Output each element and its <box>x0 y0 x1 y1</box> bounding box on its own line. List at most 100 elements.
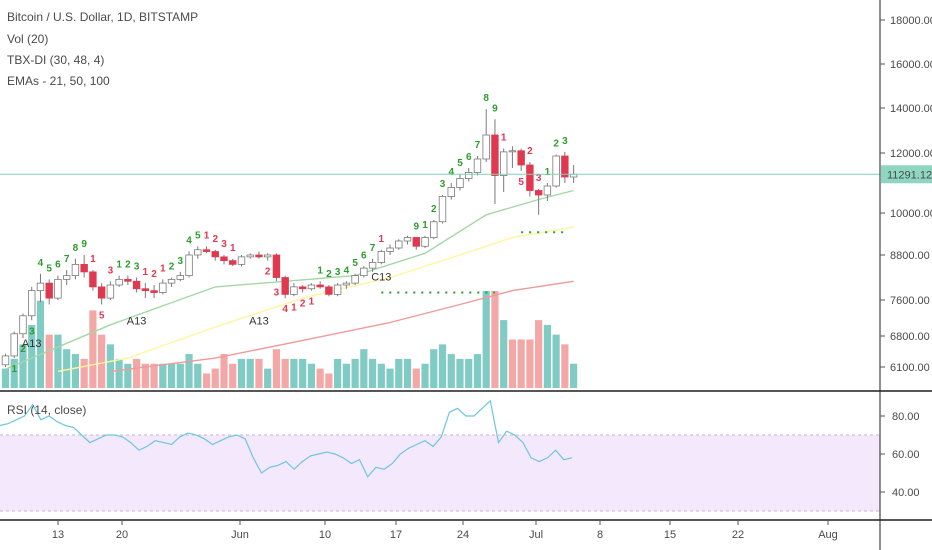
td-count-label: 8 <box>73 243 79 254</box>
candle-up[interactable] <box>159 282 167 293</box>
candle-down[interactable] <box>517 150 525 166</box>
td-count-label: 3 <box>440 179 446 190</box>
candle-up[interactable] <box>333 284 342 295</box>
volume-bar <box>272 349 281 388</box>
td-count-label: 6 <box>361 250 367 261</box>
candle-down[interactable] <box>97 286 106 299</box>
candle-up[interactable] <box>167 278 176 284</box>
candle-up[interactable] <box>351 275 359 284</box>
candle-up[interactable] <box>543 185 552 196</box>
candle-up[interactable] <box>482 134 490 160</box>
candle-up[interactable] <box>106 284 115 299</box>
candle-up[interactable] <box>115 278 123 286</box>
candle-up[interactable] <box>307 284 316 290</box>
volume-bar <box>54 334 62 388</box>
candle-up[interactable] <box>430 221 438 238</box>
candle-up[interactable] <box>508 150 517 153</box>
td-count-label: 1 <box>230 243 236 254</box>
candle-up[interactable] <box>421 237 429 247</box>
time-tick-label: Jun <box>231 529 249 541</box>
legend-tbx-di: TBX-DI (30, 48, 4) <box>7 53 104 67</box>
candle-up[interactable] <box>360 267 368 277</box>
candle-down[interactable] <box>220 256 228 262</box>
td-count-label: 4 <box>282 304 288 315</box>
candle-down[interactable] <box>534 190 543 196</box>
candles[interactable] <box>1 109 578 367</box>
volume-bar <box>281 358 289 388</box>
candle-up[interactable] <box>28 290 36 317</box>
last-price-label: 11291.12 <box>881 165 932 184</box>
candle-down[interactable] <box>255 254 263 258</box>
tbx-annotation-label: A13 <box>127 316 147 328</box>
candle-up[interactable] <box>1 355 10 366</box>
candle-down[interactable] <box>229 260 237 265</box>
candle-up[interactable] <box>377 251 386 263</box>
volume-bar <box>1 368 10 388</box>
candle-up[interactable] <box>395 240 403 249</box>
rsi-tick-label: 60.00 <box>892 449 920 461</box>
candle-up[interactable] <box>62 275 71 280</box>
candle-up[interactable] <box>10 333 18 357</box>
last-price-label-bg <box>881 165 932 184</box>
candle-up[interactable] <box>447 187 455 197</box>
candle-up[interactable] <box>438 196 447 223</box>
candle-down[interactable] <box>132 280 141 290</box>
td-count-label: 3 <box>536 173 542 184</box>
rsi-tick-label: 40.00 <box>892 487 920 499</box>
price-tick-label: 10000.00 <box>890 208 932 220</box>
candle-up[interactable] <box>456 178 464 188</box>
candle-down[interactable] <box>272 254 281 278</box>
candle-up[interactable] <box>386 247 394 252</box>
candle-up[interactable] <box>176 275 184 280</box>
candle-down[interactable] <box>491 134 499 176</box>
candle-down[interactable] <box>561 155 569 178</box>
candle-up[interactable] <box>194 249 202 256</box>
candle-up[interactable] <box>403 237 412 242</box>
candle-down[interactable] <box>45 282 53 299</box>
candle-up[interactable] <box>237 256 246 265</box>
td-count-label: 1 <box>11 364 17 375</box>
td-count-label: 6 <box>466 152 472 163</box>
candle-up[interactable] <box>368 262 377 269</box>
candle-down[interactable] <box>316 284 324 288</box>
candle-down[interactable] <box>526 164 534 191</box>
price-axis[interactable]: 6100.00 6800.00 7600.00 8800.00 10000.00 1200… <box>880 15 932 374</box>
rsi-axis[interactable]: 40.00 60.00 80.00 <box>880 411 920 499</box>
candle-up[interactable] <box>473 158 482 173</box>
candle-up[interactable] <box>36 282 45 292</box>
candle-up[interactable] <box>263 254 272 258</box>
candle-up[interactable] <box>246 254 254 258</box>
candle-up[interactable] <box>19 315 27 335</box>
volume-bar <box>185 354 193 388</box>
candle-down[interactable] <box>124 278 132 282</box>
td-count-label: 4 <box>448 167 454 178</box>
candle-down[interactable] <box>281 277 289 295</box>
candle-down[interactable] <box>202 249 211 252</box>
candle-up[interactable] <box>54 278 62 299</box>
candle-down[interactable] <box>150 290 158 293</box>
td-count-label: 3 <box>562 136 568 147</box>
td-count-label: 1 <box>317 265 323 276</box>
candle-up[interactable] <box>185 254 193 277</box>
volume-bar <box>482 291 490 388</box>
candle-down[interactable] <box>89 271 97 288</box>
candle-up[interactable] <box>465 172 473 179</box>
td-count-label: 2 <box>300 299 306 310</box>
volume-bar <box>71 354 80 388</box>
candle-up[interactable] <box>552 155 560 187</box>
candle-down[interactable] <box>141 288 150 292</box>
candle-down[interactable] <box>412 237 420 247</box>
volume-bars <box>1 291 578 388</box>
candle-down[interactable] <box>211 251 219 258</box>
volume-bar <box>220 354 228 388</box>
candle-up[interactable] <box>290 286 298 295</box>
candle-down[interactable] <box>325 286 333 295</box>
candle-up[interactable] <box>342 282 351 286</box>
time-axis[interactable]: 13 20 Jun 10 17 24 Jul 8 15 22 Aug <box>52 520 838 541</box>
candle-up[interactable] <box>499 151 508 176</box>
candle-up[interactable] <box>71 263 80 277</box>
candle-down[interactable] <box>80 263 88 273</box>
candle-down[interactable] <box>298 286 307 290</box>
td-count-label: 2 <box>169 262 175 273</box>
